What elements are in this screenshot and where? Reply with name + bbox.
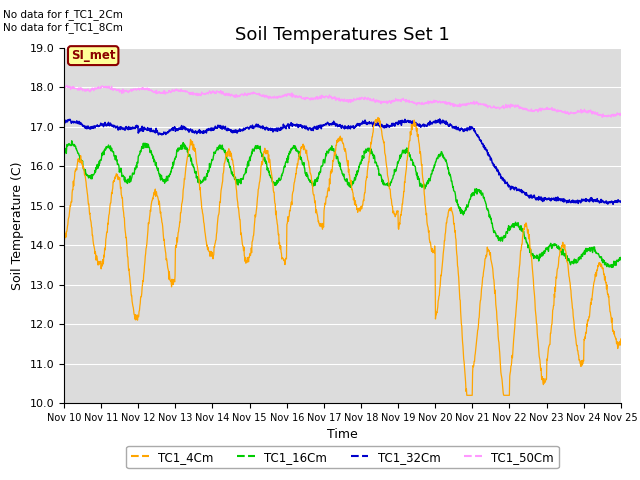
TC1_4Cm <box>246 251 254 256</box>
TC1_32Cm <box>502 180 509 186</box>
Line: TC1_4Cm: TC1_4Cm <box>64 118 621 396</box>
X-axis label: Time: Time <box>327 429 358 442</box>
TC1_16Cm <box>68 138 76 144</box>
TC1_50Cm <box>184 90 192 96</box>
TC1_4Cm <box>374 115 382 120</box>
TC1_4Cm <box>617 336 625 342</box>
TC1_4Cm <box>184 153 191 159</box>
TC1_50Cm <box>171 88 179 94</box>
TC1_16Cm <box>171 156 179 162</box>
TC1_32Cm <box>60 120 68 126</box>
TC1_16Cm <box>502 230 509 236</box>
TC1_16Cm <box>429 168 437 173</box>
Title: Soil Temperatures Set 1: Soil Temperatures Set 1 <box>235 25 450 44</box>
TC1_50Cm <box>246 90 254 96</box>
TC1_16Cm <box>551 241 559 247</box>
TC1_50Cm <box>60 84 68 90</box>
TC1_50Cm <box>429 99 437 105</box>
Text: No data for f_TC1_8Cm: No data for f_TC1_8Cm <box>3 22 123 33</box>
TC1_4Cm <box>502 393 510 398</box>
TC1_16Cm <box>60 151 68 156</box>
TC1_50Cm <box>598 114 606 120</box>
TC1_32Cm <box>246 124 254 130</box>
TC1_4Cm <box>60 236 68 241</box>
Line: TC1_32Cm: TC1_32Cm <box>64 119 621 204</box>
Line: TC1_50Cm: TC1_50Cm <box>64 85 621 117</box>
Text: No data for f_TC1_2Cm: No data for f_TC1_2Cm <box>3 9 123 20</box>
TC1_16Cm <box>617 255 625 261</box>
TC1_32Cm <box>436 116 444 122</box>
Line: TC1_16Cm: TC1_16Cm <box>64 141 621 267</box>
TC1_50Cm <box>502 102 509 108</box>
TC1_50Cm <box>617 112 625 118</box>
TC1_4Cm <box>170 277 178 283</box>
TC1_16Cm <box>607 264 615 270</box>
TC1_32Cm <box>170 125 178 131</box>
TC1_4Cm <box>463 393 470 398</box>
TC1_32Cm <box>617 198 625 204</box>
TC1_32Cm <box>551 196 559 202</box>
TC1_50Cm <box>63 83 70 88</box>
Legend: TC1_4Cm, TC1_16Cm, TC1_32Cm, TC1_50Cm: TC1_4Cm, TC1_16Cm, TC1_32Cm, TC1_50Cm <box>126 446 559 468</box>
TC1_32Cm <box>429 120 436 126</box>
Text: SI_met: SI_met <box>71 49 115 62</box>
TC1_4Cm <box>429 248 437 254</box>
TC1_32Cm <box>184 128 191 133</box>
TC1_4Cm <box>552 288 559 294</box>
TC1_16Cm <box>246 155 254 160</box>
TC1_50Cm <box>551 106 559 112</box>
Y-axis label: Soil Temperature (C): Soil Temperature (C) <box>11 161 24 290</box>
TC1_32Cm <box>609 202 617 207</box>
TC1_16Cm <box>184 150 192 156</box>
